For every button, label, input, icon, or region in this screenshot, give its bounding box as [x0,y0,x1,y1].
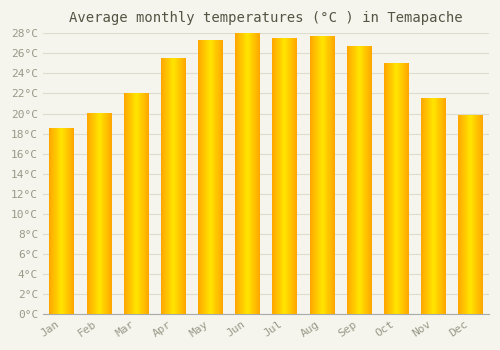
Title: Average monthly temperatures (°C ) in Temapache: Average monthly temperatures (°C ) in Te… [69,11,462,25]
